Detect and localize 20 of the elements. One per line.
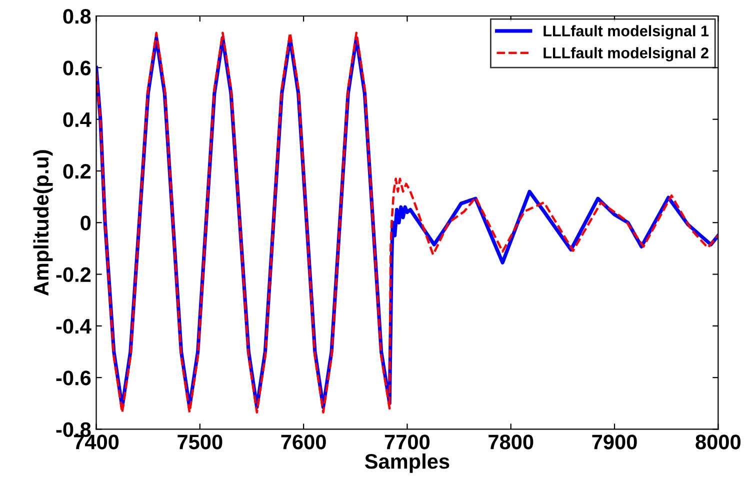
y-axis-title: Amplitude(p.u) <box>33 150 53 296</box>
y-tick-label: 0.8 <box>63 9 91 24</box>
y-tick-label: -0.6 <box>56 370 91 386</box>
x-tick-label: 7700 <box>384 434 430 450</box>
y-tick-label: 0.6 <box>63 60 91 76</box>
x-tick-label: 7800 <box>488 434 534 450</box>
legend-label: LLLfault modelsignal 2 <box>544 47 708 62</box>
y-tick-label: -0.2 <box>56 267 91 282</box>
y-tick-label: 0.4 <box>63 112 92 128</box>
x-tick-label: 7900 <box>592 434 637 450</box>
y-tick-label: -0.8 <box>56 422 91 437</box>
x-tick-label: 7600 <box>281 434 326 450</box>
x-tick-label: 8000 <box>696 434 740 450</box>
y-tick-label: 0 <box>80 216 91 230</box>
x-tick-label: 7400 <box>74 434 119 450</box>
x-tick-label: 7500 <box>178 434 222 450</box>
y-tick-label: 0.2 <box>63 164 91 179</box>
legend-label: LLLfault modelsignal 1 <box>544 25 709 40</box>
y-tick-label: -0.4 <box>56 318 92 334</box>
x-axis-title: Samples <box>364 454 450 473</box>
